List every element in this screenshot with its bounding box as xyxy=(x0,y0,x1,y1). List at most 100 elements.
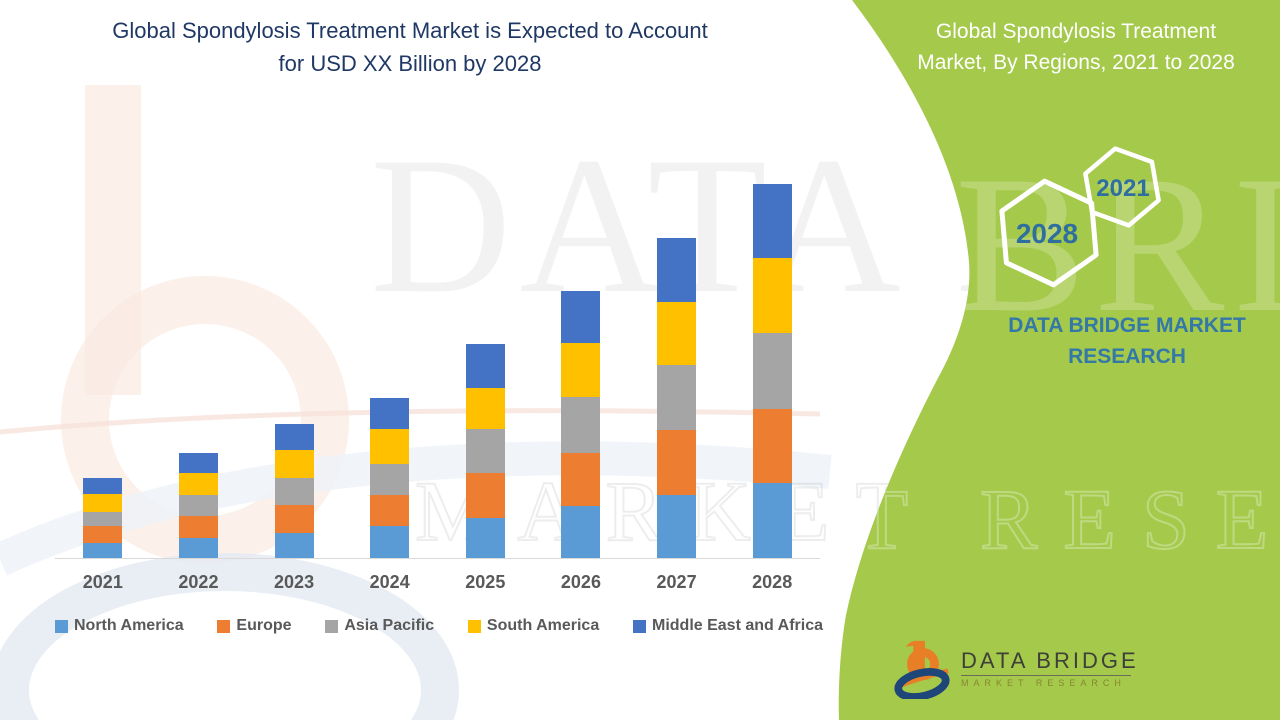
bar-segment xyxy=(657,365,697,430)
bar-segment xyxy=(83,494,123,512)
bar-segment xyxy=(370,398,410,429)
green-panel-shape xyxy=(838,0,1280,720)
bar-column-2027 xyxy=(629,78,724,558)
bar-stack xyxy=(561,291,601,558)
legend-swatch xyxy=(217,619,231,633)
hexagon-year-2021: 2021 xyxy=(1096,175,1149,202)
bar-stack xyxy=(83,478,123,558)
bar-column-2025 xyxy=(438,78,533,558)
bar-segment xyxy=(465,388,505,429)
legend-label: South America xyxy=(486,617,600,634)
hexagon-year-2028: 2028 xyxy=(1016,218,1078,249)
bar-segment xyxy=(752,258,792,333)
bar-segment xyxy=(657,302,697,365)
bar-segment xyxy=(178,453,218,473)
legend-swatch xyxy=(467,619,481,633)
panel-title: Global Spondylosis Treatment Market, By … xyxy=(878,16,1274,78)
legend-item: Middle East and Africa xyxy=(633,617,823,635)
bar-segment xyxy=(274,450,314,478)
bar-segment xyxy=(465,429,505,473)
bar-segment xyxy=(657,430,697,495)
bar-column-2021 xyxy=(55,78,150,558)
chart-title: Global Spondylosis Treatment Market is E… xyxy=(0,14,820,80)
legend-item: Europe xyxy=(217,617,292,635)
x-axis-labels: 2021 2022 2023 2024 2025 2026 2027 2028 xyxy=(55,572,820,593)
plot-area xyxy=(55,78,820,558)
bar-stack xyxy=(370,398,410,558)
bar-column-2024 xyxy=(342,78,437,558)
hexagon-2028-outline xyxy=(999,178,1099,288)
legend-item: South America xyxy=(467,617,600,635)
chart-title-line2: for USD XX Billion by 2028 xyxy=(278,51,542,76)
bar-segment xyxy=(370,495,410,526)
x-axis-tick-label: 2028 xyxy=(752,572,793,592)
chart-title-line1: Global Spondylosis Treatment Market is E… xyxy=(112,18,708,43)
bar-segment xyxy=(274,478,314,505)
x-axis-tick-label: 2025 xyxy=(465,572,506,592)
bar-column-2023 xyxy=(247,78,342,558)
logo-name: DATA BRIDGE xyxy=(961,647,1139,673)
bar-segment xyxy=(274,505,314,533)
bar-segment xyxy=(561,506,601,558)
bar-segment xyxy=(178,495,218,516)
bar-stack xyxy=(178,453,218,558)
bar-segment xyxy=(178,538,218,558)
bar-segment xyxy=(561,343,601,397)
company-logo-text: DATA BRIDGE MARKET RESEARCH xyxy=(961,647,1139,688)
bar-column-2026 xyxy=(533,78,628,558)
bar-segment xyxy=(752,409,792,483)
chart-legend: North America Europe Asia Pacific South Ame… xyxy=(55,617,823,635)
bar-segment xyxy=(178,473,218,495)
bar-stack xyxy=(752,184,792,558)
legend-swatch xyxy=(325,619,339,633)
bar-segment xyxy=(465,344,505,388)
bar-segment xyxy=(752,483,792,558)
panel-title-line2: Market, By Regions, 2021 to 2028 xyxy=(917,51,1235,74)
bar-segment xyxy=(465,518,505,558)
legend-label: Middle East and Africa xyxy=(652,617,823,634)
bar-segment xyxy=(370,464,410,495)
panel-title-line1: Global Spondylosis Treatment xyxy=(935,20,1217,43)
legend-swatch xyxy=(55,619,68,633)
legend-item: Asia Pacific xyxy=(325,617,434,635)
legend-label: Europe xyxy=(236,617,292,634)
bar-segment xyxy=(83,526,123,543)
bar-segment xyxy=(465,473,505,518)
x-axis-tick-label: 2026 xyxy=(560,572,601,592)
legend-item: North America xyxy=(55,617,184,635)
x-axis-tick-label: 2022 xyxy=(178,572,219,592)
bar-segment xyxy=(83,512,123,526)
bar-stack xyxy=(465,344,505,558)
company-logo-icon xyxy=(894,640,950,699)
bar-segment xyxy=(657,495,697,558)
bar-segment xyxy=(561,397,601,453)
bar-segment xyxy=(274,533,314,558)
bar-segment xyxy=(274,424,314,450)
hexagon-2021-outline xyxy=(1083,146,1161,228)
legend-swatch xyxy=(633,619,646,633)
bar-segment xyxy=(83,478,123,494)
x-axis-tick-label: 2024 xyxy=(369,572,410,592)
bar-column-2022 xyxy=(151,78,246,558)
bar-segment xyxy=(752,184,792,258)
bar-segment xyxy=(561,291,601,343)
logo-subtitle: MARKET RESEARCH xyxy=(961,677,1126,688)
x-axis-line xyxy=(55,558,820,559)
legend-label: North America xyxy=(74,617,184,634)
x-axis-tick-label: 2027 xyxy=(656,572,697,592)
company-logo: DATA BRIDGE MARKET RESEARCH xyxy=(893,637,1139,699)
logo-divider xyxy=(961,674,1131,676)
year-hexagons: 2021 2028 xyxy=(999,146,1161,288)
bar-stack xyxy=(657,238,697,558)
bar-segment xyxy=(83,543,123,558)
x-axis-tick-label: 2021 xyxy=(82,572,123,592)
bar-segment xyxy=(178,516,218,538)
legend-label: Asia Pacific xyxy=(344,617,435,634)
bar-stack xyxy=(274,424,314,558)
bar-segment xyxy=(657,238,697,302)
x-axis-tick-label: 2023 xyxy=(274,572,315,592)
bar-column-2028 xyxy=(725,78,820,558)
bar-segment xyxy=(370,526,410,558)
bar-segment xyxy=(370,429,410,464)
